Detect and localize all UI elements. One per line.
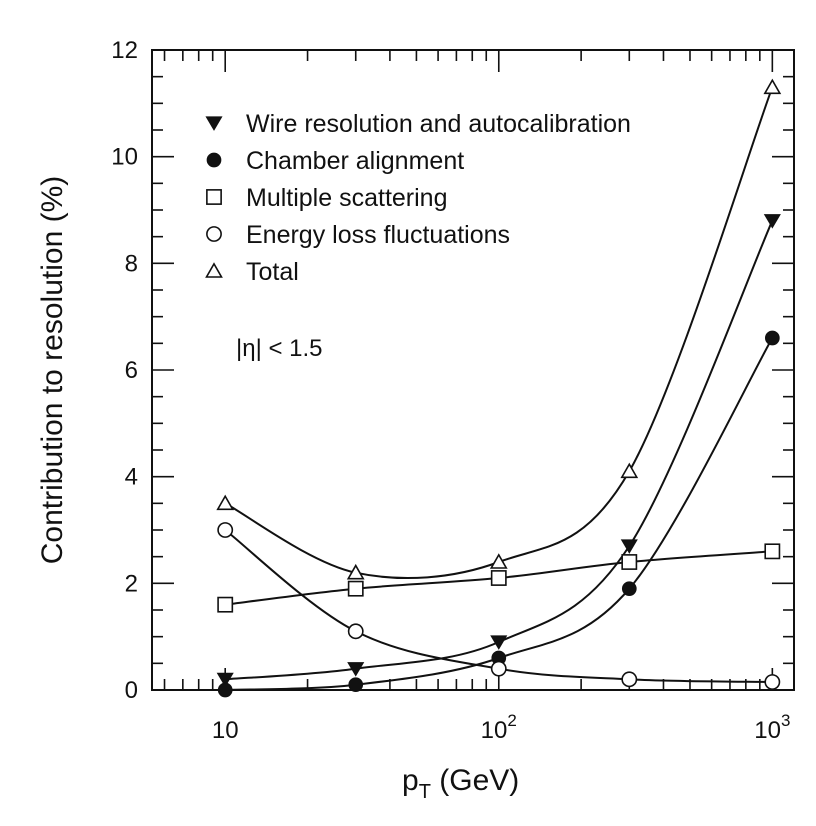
legend-marker-energy-loss-fluctuations — [206, 226, 222, 242]
legend-label-wire-resolution-and-autocalibration: Wire resolution and autocalibration — [246, 110, 631, 138]
data-point-energy-loss-fluctuations — [621, 671, 638, 688]
y-tick-label: 12 — [111, 37, 138, 64]
data-point-chamber-alignment — [764, 330, 780, 346]
data-point-energy-loss-fluctuations — [764, 674, 781, 690]
legend-marker-total — [205, 262, 223, 278]
legend-label-multiple-scattering: Multiple scattering — [246, 184, 447, 212]
series-markers — [216, 78, 782, 698]
data-point-total — [346, 563, 365, 580]
legend-label-energy-loss-fluctuations: Energy loss fluctuations — [246, 221, 510, 249]
legend-label-total: Total — [246, 258, 299, 286]
series-line-chamber-alignment — [225, 337, 774, 691]
data-point-multiple-scattering — [490, 570, 507, 586]
data-point-total — [216, 494, 235, 511]
data-point-wire-resolution-and-autocalibration — [347, 662, 365, 677]
legend: Wire resolution and autocalibration Chamb… — [205, 110, 631, 286]
x-axis-title-unit: (GeV) — [431, 764, 519, 797]
data-point-wire-resolution-and-autocalibration — [763, 214, 781, 229]
data-point-multiple-scattering — [621, 554, 638, 570]
data-point-multiple-scattering — [764, 543, 781, 560]
data-point-multiple-scattering — [217, 596, 234, 613]
data-point-energy-loss-fluctuations — [217, 522, 234, 538]
y-tick-label: 2 — [125, 570, 138, 597]
y-tick-label: 4 — [125, 464, 138, 491]
eta-annotation: |η| < 1.5 — [236, 335, 323, 362]
data-point-energy-loss-fluctuations — [347, 623, 364, 640]
series-line-total — [224, 86, 774, 580]
data-point-total — [489, 553, 508, 569]
x-tick-label: 103 — [754, 711, 790, 744]
series-curves — [224, 86, 774, 691]
y-axis-title: Contribution to resolution (%) — [36, 176, 69, 565]
axis-ticks: 0 2 4 6 8 10 12 10 102 103 — [111, 37, 794, 744]
legend-marker-wire-resolution-and-autocalibration — [205, 116, 223, 131]
data-point-wire-resolution-and-autocalibration — [620, 539, 638, 554]
x-axis-title: pT (GeV) — [402, 764, 519, 803]
legend-label-chamber-alignment: Chamber alignment — [246, 147, 464, 175]
plot-frame — [151, 49, 795, 691]
data-point-multiple-scattering — [347, 580, 364, 597]
series-line-wire-resolution-and-autocalibration — [225, 220, 774, 681]
data-point-total — [620, 462, 639, 479]
x-axis-title-main: p — [402, 764, 419, 797]
data-point-chamber-alignment — [217, 682, 233, 698]
data-point-chamber-alignment — [348, 677, 364, 693]
data-point-wire-resolution-and-autocalibration — [490, 635, 508, 650]
x-tick-label: 102 — [481, 711, 517, 744]
legend-marker-chamber-alignment — [206, 152, 222, 168]
y-tick-label: 0 — [125, 677, 138, 704]
y-tick-label: 8 — [125, 250, 138, 277]
legend-marker-multiple-scattering — [206, 189, 222, 205]
x-tick-label: 10 — [212, 717, 239, 744]
y-tick-label: 6 — [125, 357, 138, 384]
data-point-energy-loss-fluctuations — [490, 660, 507, 677]
data-point-total — [763, 78, 782, 95]
y-tick-label: 10 — [111, 144, 138, 171]
x-axis-title-subscript: T — [419, 781, 431, 803]
data-point-wire-resolution-and-autocalibration — [216, 672, 234, 688]
data-point-chamber-alignment — [621, 581, 637, 597]
